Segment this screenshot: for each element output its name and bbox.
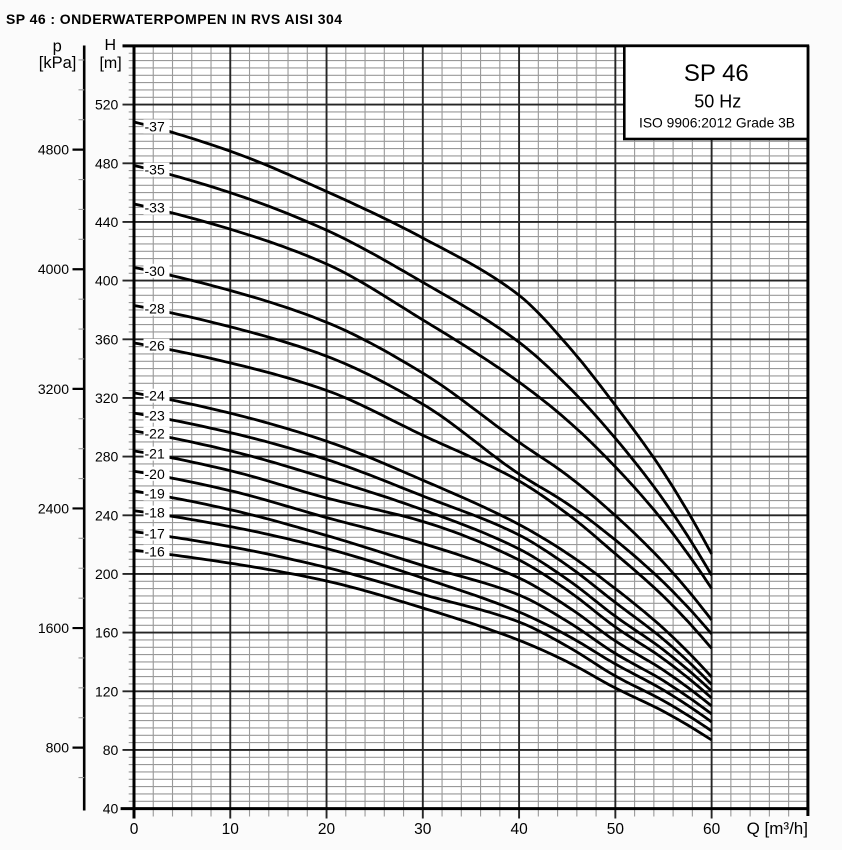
svg-text:50 Hz: 50 Hz xyxy=(694,92,741,112)
svg-text:800: 800 xyxy=(46,740,70,756)
svg-text:4800: 4800 xyxy=(38,142,69,158)
svg-text:1600: 1600 xyxy=(38,620,69,636)
svg-text:-20: -20 xyxy=(145,466,165,482)
svg-text:20: 20 xyxy=(318,821,336,838)
svg-text:-33: -33 xyxy=(145,200,165,216)
svg-text:520: 520 xyxy=(95,97,119,113)
svg-text:280: 280 xyxy=(95,449,119,465)
svg-text:[kPa]: [kPa] xyxy=(39,54,77,72)
svg-text:320: 320 xyxy=(95,390,119,406)
svg-text:240: 240 xyxy=(95,507,119,523)
svg-text:-21: -21 xyxy=(145,446,165,462)
svg-text:360: 360 xyxy=(95,331,119,347)
svg-text:10: 10 xyxy=(222,821,240,838)
svg-text:-23: -23 xyxy=(145,408,165,424)
svg-text:400: 400 xyxy=(95,273,119,289)
svg-text:3200: 3200 xyxy=(38,381,69,397)
svg-text:-18: -18 xyxy=(145,505,165,521)
svg-text:p: p xyxy=(53,38,62,56)
svg-text:80: 80 xyxy=(103,742,119,758)
svg-text:SP 46: SP 46 xyxy=(684,60,749,87)
svg-text:440: 440 xyxy=(95,214,119,230)
svg-text:-24: -24 xyxy=(145,388,165,404)
svg-text:-35: -35 xyxy=(145,162,165,178)
svg-text:-16: -16 xyxy=(145,544,165,560)
svg-text:-26: -26 xyxy=(145,338,165,354)
svg-text:40: 40 xyxy=(510,821,528,838)
svg-text:160: 160 xyxy=(95,625,119,641)
svg-text:-22: -22 xyxy=(145,426,165,442)
svg-text:ISO 9906:2012 Grade 3B: ISO 9906:2012 Grade 3B xyxy=(639,115,795,131)
svg-text:50: 50 xyxy=(607,821,625,838)
svg-text:4000: 4000 xyxy=(38,261,69,277)
svg-text:H: H xyxy=(105,37,117,54)
svg-text:40: 40 xyxy=(103,801,119,817)
svg-text:480: 480 xyxy=(95,155,119,171)
svg-text:0: 0 xyxy=(130,821,139,838)
svg-text:-30: -30 xyxy=(145,263,165,279)
svg-text:-28: -28 xyxy=(145,301,165,317)
svg-text:2400: 2400 xyxy=(38,500,69,516)
svg-text:-17: -17 xyxy=(145,525,165,541)
svg-text:30: 30 xyxy=(414,821,432,838)
svg-text:60: 60 xyxy=(703,821,721,838)
svg-text:[m]: [m] xyxy=(99,55,121,72)
svg-text:200: 200 xyxy=(95,566,119,582)
svg-text:120: 120 xyxy=(95,683,119,699)
svg-text:-37: -37 xyxy=(145,119,165,135)
svg-text:-19: -19 xyxy=(145,486,165,502)
svg-text:Q [m³/h]: Q [m³/h] xyxy=(747,819,808,838)
svg-text:SP 46 : ONDERWATERPOMPEN IN RV: SP 46 : ONDERWATERPOMPEN IN RVS AISI 304 xyxy=(6,11,342,27)
